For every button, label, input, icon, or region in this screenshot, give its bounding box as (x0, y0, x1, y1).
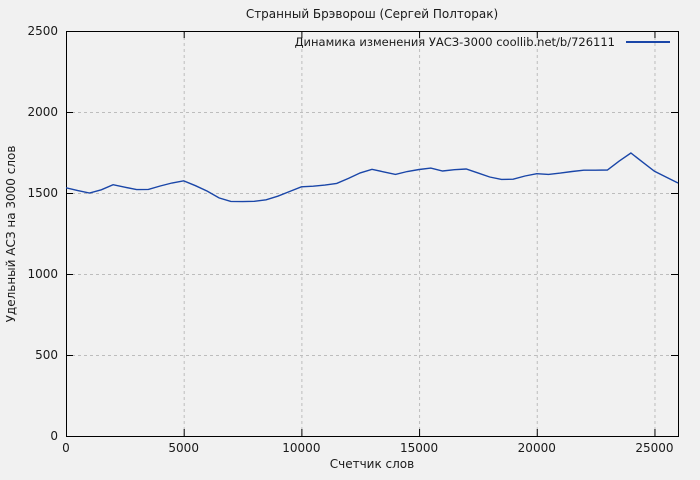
y-tick-label: 2500 (27, 24, 58, 38)
x-tick-label: 15000 (399, 441, 439, 455)
y-tick-label: 500 (35, 348, 58, 362)
x-tick-label: 20000 (517, 441, 556, 455)
legend-label: Динамика изменения УАСЗ-3000 coollib.net… (294, 35, 615, 49)
plot-border (66, 31, 679, 437)
y-tick-label: 1500 (27, 186, 58, 200)
legend: Динамика изменения УАСЗ-3000 coollib.net… (295, 35, 670, 49)
data-line (66, 152, 679, 203)
chart-title: Странный Брэворош (Сергей Полторак) (245, 7, 499, 21)
y-tick-label: 2000 (27, 105, 58, 119)
x-axis-title: Счетчик слов (329, 457, 415, 471)
plot-area (66, 31, 679, 437)
legend-line-sample-icon (626, 41, 670, 43)
y-tick-label: 1000 (27, 267, 58, 281)
y-axis-title: Удельный АСЗ на 3000 слов (4, 145, 18, 323)
x-tick-label: 25000 (635, 441, 674, 455)
x-tick-label: 0 (62, 441, 70, 455)
y-tick-label: 0 (50, 429, 58, 443)
x-tick-label: 5000 (168, 441, 199, 455)
x-tick-label: 10000 (282, 441, 321, 455)
